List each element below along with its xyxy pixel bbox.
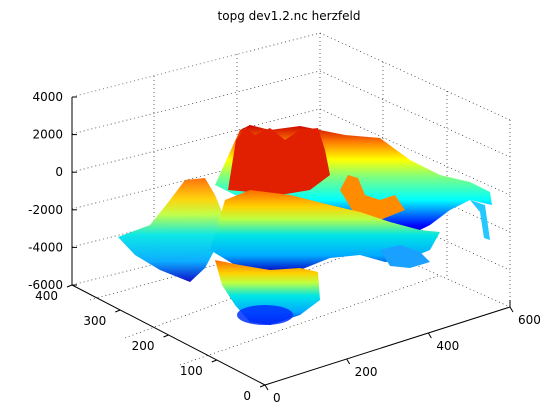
y-tick-mark — [163, 334, 169, 338]
x-tick-mark — [509, 306, 514, 313]
z-tick-label: 2000 — [32, 128, 63, 142]
x-tick-mark — [264, 384, 269, 391]
surface — [118, 125, 492, 325]
surface-eastern-basin — [380, 245, 430, 268]
x-tick-mark — [427, 332, 432, 339]
x-tick-label: 400 — [436, 339, 459, 353]
chart-title: topg dev1.2.nc herzfeld — [218, 9, 361, 23]
y-tick-mark — [259, 384, 266, 388]
z-tick-label: -2000 — [28, 203, 63, 217]
surface-western-shelf — [118, 178, 222, 282]
x-tick-label: 0 — [273, 391, 281, 405]
y-tick-mark — [211, 359, 217, 363]
z-tick-label: 4000 — [32, 90, 63, 104]
y-tick-label: 100 — [180, 364, 203, 378]
x-tick-label: 200 — [355, 365, 378, 379]
y-tick-mark — [66, 284, 73, 288]
surface-southern-trough — [215, 260, 320, 325]
x-tick-mark — [346, 358, 351, 365]
surface-trough-bottom — [237, 305, 293, 325]
y-tick-label: 300 — [83, 314, 106, 328]
z-ticks: -6000 -4000 -2000 0 2000 4000 — [28, 90, 77, 292]
y-tick-label: 0 — [243, 389, 251, 403]
y-tick-label: 400 — [35, 289, 58, 303]
y-tick-label: 200 — [132, 339, 155, 353]
surface-highlands — [228, 128, 330, 195]
y-tick-mark — [115, 309, 121, 313]
surface-secondary-peaks — [340, 175, 405, 220]
y-ticks: 0 100 200 300 400 — [35, 284, 266, 403]
z-tick-label: 0 — [55, 165, 63, 179]
z-tick-label: -6000 — [28, 278, 63, 292]
z-tick-label: -4000 — [28, 240, 63, 254]
x-ticks: 0 200 400 600 — [264, 306, 541, 405]
surface-eastern-tail — [470, 200, 490, 240]
x-tick-label: 600 — [518, 313, 541, 327]
